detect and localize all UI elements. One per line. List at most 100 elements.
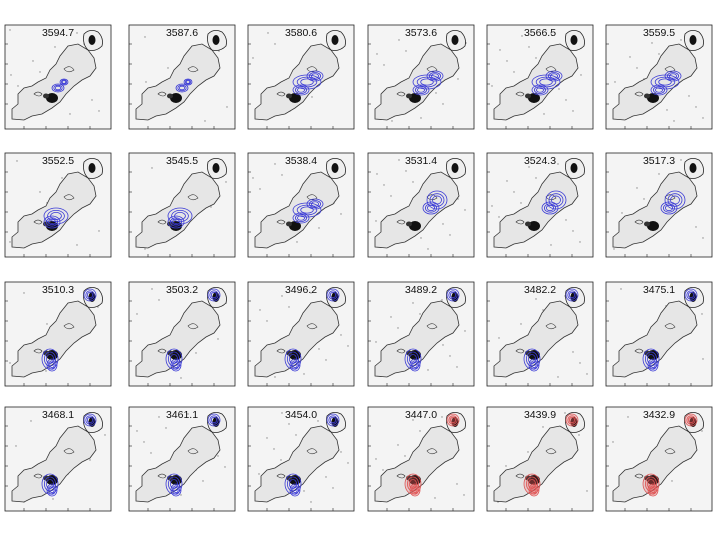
velocity-label: 3552.5 — [41, 155, 75, 167]
noise-dot — [550, 244, 552, 246]
emission-contour — [284, 473, 302, 495]
noise-dot — [499, 49, 501, 51]
noise-dot — [210, 206, 212, 208]
noise-dot — [15, 445, 17, 447]
channel-map — [247, 406, 355, 512]
noise-dot — [145, 81, 147, 83]
emission-contour — [667, 72, 680, 80]
velocity-label: 3468.1 — [41, 409, 75, 421]
emission-contour — [448, 290, 458, 300]
noise-dot — [340, 213, 342, 215]
emission-contour — [41, 348, 59, 370]
noise-dot — [505, 465, 507, 467]
galaxy-contour — [135, 43, 221, 121]
channel-panel: 3461.1 — [128, 406, 236, 512]
emission-contour — [172, 360, 180, 370]
noise-dot — [621, 212, 623, 214]
noise-dot — [310, 292, 312, 294]
emission-contour — [536, 87, 545, 93]
companion-core — [331, 163, 339, 173]
galaxy-contour — [306, 323, 318, 330]
emission-contour — [531, 361, 537, 369]
galaxy-contour — [254, 425, 340, 503]
galaxy-contour — [33, 219, 43, 225]
galaxy-contour — [33, 473, 43, 479]
emission-contour — [412, 486, 418, 494]
emission-contour — [47, 210, 65, 223]
channel-map — [128, 24, 236, 130]
channel-map — [128, 281, 236, 387]
emission-contour — [328, 290, 338, 300]
channel-map — [367, 406, 475, 512]
channel-panel: 3517.3 — [605, 152, 713, 258]
channel-map — [128, 152, 236, 258]
nucleus-core — [167, 93, 173, 99]
channel-map — [367, 152, 475, 258]
noise-dot — [521, 35, 523, 37]
noise-dot — [97, 306, 99, 308]
noise-dot — [39, 71, 41, 73]
noise-dot — [419, 430, 421, 432]
noise-dot — [702, 358, 704, 360]
noise-dot — [17, 85, 19, 87]
noise-dot — [382, 469, 384, 471]
galaxy-contour — [306, 448, 318, 455]
velocity-label: 3531.4 — [404, 155, 438, 167]
emission-contour — [417, 87, 426, 93]
noise-dot — [557, 163, 559, 165]
noise-dot — [45, 370, 47, 372]
noise-dot — [586, 373, 588, 375]
galaxy-contour — [157, 91, 167, 97]
emission-contour — [289, 483, 301, 497]
noise-dot — [397, 444, 399, 446]
noise-dot — [701, 313, 703, 315]
noise-dot — [636, 67, 638, 69]
noise-dot — [144, 36, 146, 38]
nucleus-core — [409, 93, 421, 103]
noise-dot — [281, 174, 283, 176]
galaxy-contour — [634, 91, 644, 97]
noise-dot — [383, 64, 385, 66]
emission-contour — [649, 360, 657, 370]
noise-dot — [627, 416, 629, 418]
channel-map — [247, 152, 355, 258]
noise-dot — [673, 120, 675, 122]
noise-dot — [412, 181, 414, 183]
emission-contour — [306, 198, 324, 210]
emission-contour — [172, 485, 180, 495]
emission-contour — [207, 413, 221, 427]
galaxy-contour — [396, 91, 406, 97]
emission-contour — [539, 78, 553, 86]
noise-dot — [457, 198, 459, 200]
emission-contour — [404, 348, 422, 370]
nucleus-core — [528, 221, 540, 231]
noise-dot — [136, 430, 138, 432]
emission-contour — [412, 361, 418, 369]
emission-contour — [541, 201, 559, 215]
noise-dot — [441, 299, 443, 301]
noise-dot — [266, 437, 268, 439]
companion-core — [88, 35, 96, 45]
companion-core — [689, 35, 697, 45]
noise-dot — [167, 67, 169, 69]
noise-dot — [226, 106, 228, 108]
emission-contour — [684, 288, 698, 302]
channel-map — [4, 281, 112, 387]
noise-dot — [224, 466, 226, 468]
noise-dot — [456, 483, 458, 485]
noise-dot — [32, 60, 34, 62]
galaxy-contour — [254, 300, 340, 378]
emission-contour — [173, 486, 179, 494]
noise-dot — [434, 497, 436, 499]
galaxy-contour — [33, 91, 43, 97]
emission-contour — [60, 79, 68, 85]
emission-contour — [46, 358, 58, 372]
noise-dot — [325, 476, 327, 478]
channel-panel: 3573.6 — [367, 24, 475, 130]
emission-contour — [48, 360, 56, 370]
emission-contour — [295, 214, 308, 222]
emission-contour — [292, 84, 310, 96]
velocity-label: 3559.5 — [642, 27, 676, 39]
noise-dot — [202, 480, 204, 482]
noise-dot — [347, 462, 349, 464]
